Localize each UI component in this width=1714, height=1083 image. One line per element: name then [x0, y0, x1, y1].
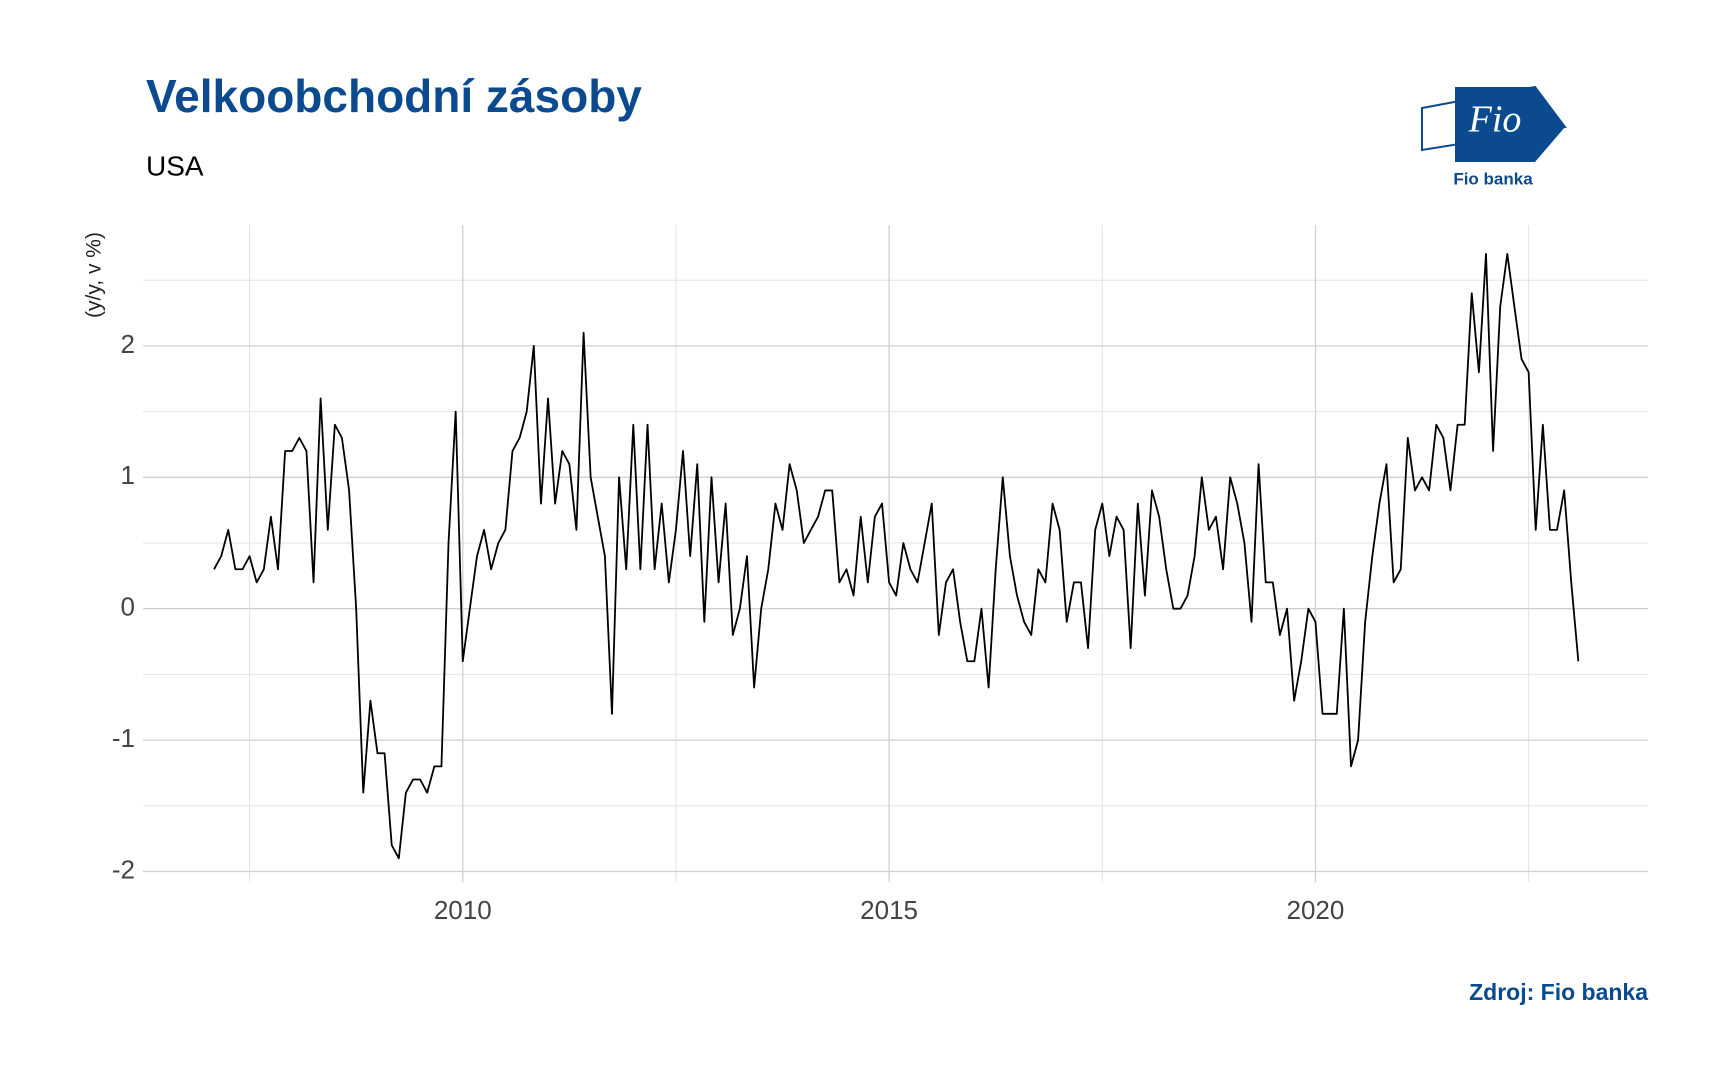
y-tick-label: -2	[112, 854, 135, 884]
logo-mark: Fio	[1468, 99, 1522, 141]
y-axis-label: (y/y, v %)	[83, 232, 106, 318]
y-tick-label: 2	[121, 329, 135, 359]
logo-name: Fio banka	[1453, 169, 1533, 188]
data-line	[213, 253, 1580, 860]
logo-shape	[1455, 87, 1565, 162]
y-tick-label: -1	[112, 723, 135, 753]
chart-subtitle: USA	[146, 150, 204, 181]
logo: Fio Fio banka	[1421, 85, 1567, 188]
source: Zdroj: Fio banka	[1469, 979, 1648, 1005]
x-tick-label: 2015	[860, 895, 918, 925]
x-tick-label: 2020	[1287, 895, 1345, 925]
x-tick-label: 2010	[434, 895, 492, 925]
chart-title: Velkoobchodní zásoby	[146, 70, 642, 122]
y-tick-label: 1	[121, 460, 135, 490]
y-tick-label: 0	[121, 592, 135, 622]
